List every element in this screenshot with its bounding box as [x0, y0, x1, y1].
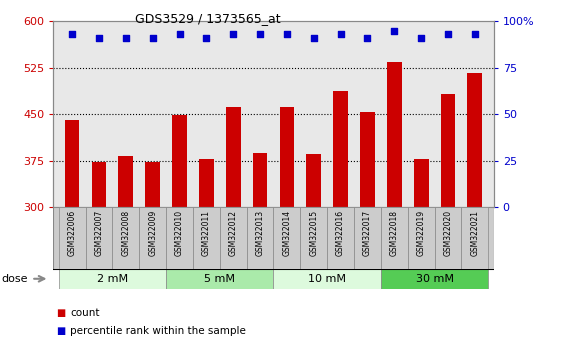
Bar	[59, 207, 85, 269]
Bar	[354, 207, 381, 269]
Point	[94, 35, 103, 41]
Bar	[59, 269, 166, 289]
Bar	[300, 207, 327, 269]
Bar	[306, 154, 321, 207]
Text: GSM322018: GSM322018	[390, 210, 399, 256]
Point	[256, 32, 265, 37]
Bar	[247, 207, 274, 269]
Text: GSM322016: GSM322016	[336, 210, 345, 256]
Text: 30 mM: 30 mM	[416, 274, 454, 284]
Text: 10 mM: 10 mM	[308, 274, 346, 284]
Text: GSM322014: GSM322014	[282, 210, 291, 256]
Text: GSM322017: GSM322017	[363, 210, 372, 256]
Bar	[85, 207, 112, 269]
Point	[121, 35, 130, 41]
Bar	[414, 159, 429, 207]
Bar	[166, 269, 274, 289]
Text: GSM322011: GSM322011	[202, 210, 211, 256]
Text: 5 mM: 5 mM	[204, 274, 235, 284]
Bar	[145, 162, 160, 207]
Point	[229, 32, 238, 37]
Point	[309, 35, 318, 41]
Point	[148, 35, 157, 41]
Point	[417, 35, 426, 41]
Bar	[166, 207, 193, 269]
Bar	[220, 207, 247, 269]
Point	[336, 32, 345, 37]
Text: GSM322019: GSM322019	[417, 210, 426, 256]
Text: GSM322020: GSM322020	[444, 210, 453, 256]
Point	[444, 32, 453, 37]
Point	[175, 32, 184, 37]
Text: dose: dose	[1, 274, 27, 284]
Text: ■: ■	[56, 326, 65, 336]
Bar	[193, 207, 220, 269]
Bar	[112, 207, 139, 269]
Bar	[118, 156, 133, 207]
Bar	[408, 207, 435, 269]
Bar	[381, 207, 408, 269]
Bar	[360, 112, 375, 207]
Text: GSM322008: GSM322008	[121, 210, 130, 256]
Text: count: count	[70, 308, 100, 318]
Bar	[327, 207, 354, 269]
Text: ■: ■	[56, 308, 65, 318]
Point	[282, 32, 291, 37]
Bar	[333, 91, 348, 207]
Bar	[467, 73, 482, 207]
Text: GSM322012: GSM322012	[229, 210, 238, 256]
Bar	[440, 94, 456, 207]
Point	[363, 35, 372, 41]
Text: GSM322021: GSM322021	[470, 210, 480, 256]
Bar	[91, 162, 107, 207]
Bar	[279, 107, 295, 207]
Bar	[199, 159, 214, 207]
Bar	[226, 107, 241, 207]
Bar	[381, 269, 488, 289]
Text: GDS3529 / 1373565_at: GDS3529 / 1373565_at	[135, 12, 280, 25]
Bar	[435, 207, 462, 269]
Text: GSM322010: GSM322010	[175, 210, 184, 256]
Text: GSM322015: GSM322015	[309, 210, 318, 256]
Bar	[274, 207, 300, 269]
Text: GSM322013: GSM322013	[256, 210, 265, 256]
Text: GSM322007: GSM322007	[94, 210, 103, 256]
Bar	[274, 269, 381, 289]
Bar	[172, 115, 187, 207]
Point	[390, 28, 399, 33]
Bar	[387, 62, 402, 207]
Bar	[65, 120, 80, 207]
Point	[202, 35, 211, 41]
Text: GSM322006: GSM322006	[67, 210, 77, 256]
Bar	[462, 207, 488, 269]
Text: 2 mM: 2 mM	[97, 274, 128, 284]
Bar	[139, 207, 166, 269]
Point	[68, 32, 77, 37]
Bar	[252, 153, 268, 207]
Text: GSM322009: GSM322009	[148, 210, 157, 256]
Text: percentile rank within the sample: percentile rank within the sample	[70, 326, 246, 336]
Point	[470, 32, 479, 37]
